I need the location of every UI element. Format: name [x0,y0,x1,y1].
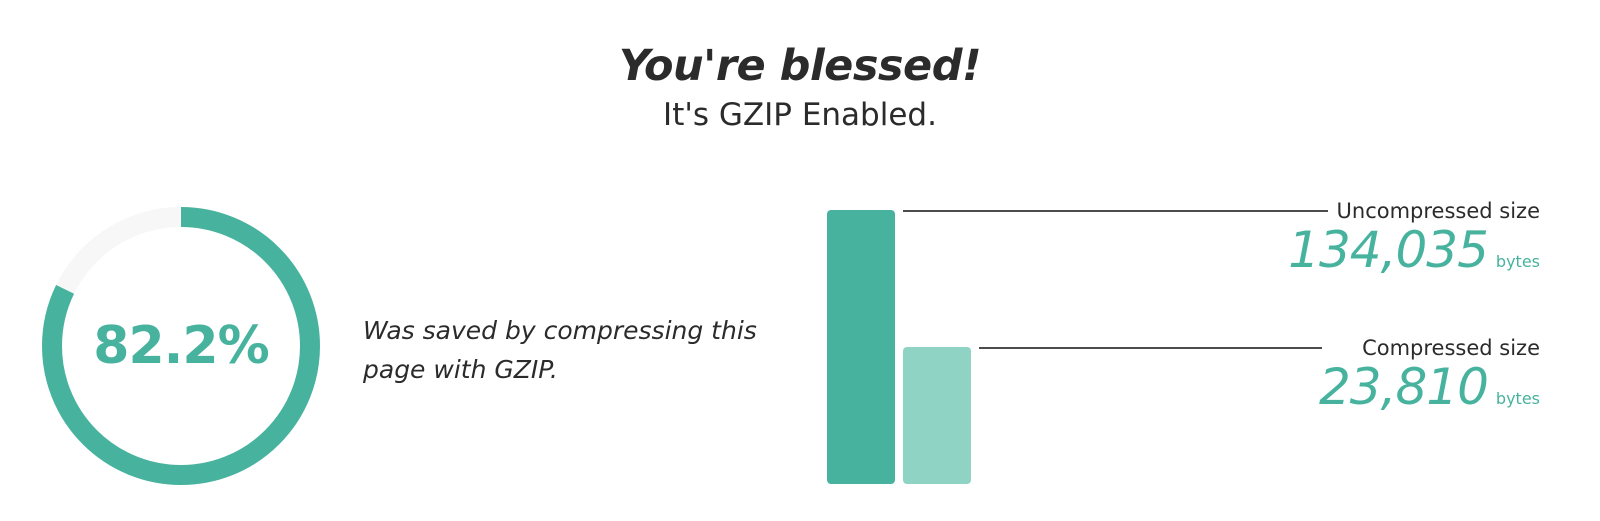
savings-percent: 82.2% [93,316,269,376]
size-bar-chart [820,200,1600,500]
donut-progress-arc [42,207,320,485]
compressed-size-unit: bytes [1495,389,1540,408]
uncompressed-size-unit: bytes [1495,252,1540,271]
donut-chart [42,207,320,485]
bar-uncompressed [827,210,895,484]
subheadline: It's GZIP Enabled. [663,97,937,133]
compressed-size-value: 23,810 [1318,358,1489,416]
compressed-size-block: Compressed size 23,810 bytes [1319,335,1540,413]
bar-compressed [903,347,971,484]
compressed-size-row: 23,810 bytes [1319,361,1540,413]
savings-donut: 82.2% [42,207,320,485]
uncompressed-size-row: 134,035 bytes [1288,224,1540,276]
bar-chart-svg [827,210,1328,484]
headline: You're blessed! [618,41,982,91]
savings-description: Was saved by compressing this page with … [363,316,757,384]
compressed-size-label: Compressed size [1362,336,1540,360]
uncompressed-size-value: 134,035 [1288,221,1489,279]
uncompressed-size-block: Uncompressed size 134,035 bytes [1288,198,1540,276]
uncompressed-size-label: Uncompressed size [1336,199,1540,223]
